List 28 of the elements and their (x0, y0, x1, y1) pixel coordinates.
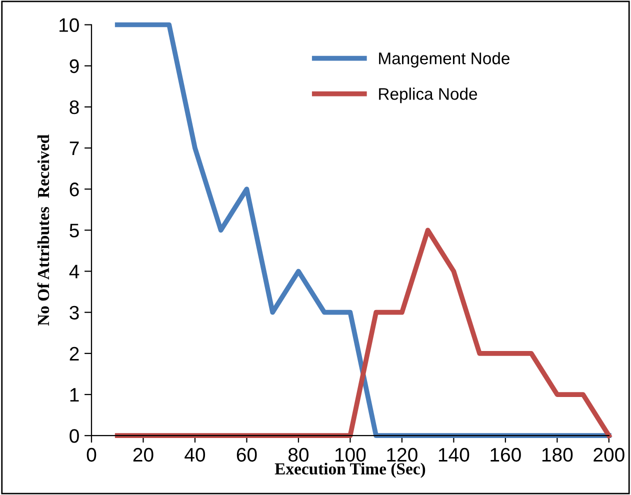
x-tick-label: 180 (542, 448, 573, 462)
x-tick-label: 200 (594, 448, 624, 462)
y-tick-label: 3 (70, 306, 79, 320)
x-tick-label: 80 (288, 448, 309, 462)
x-tick-label: 60 (236, 448, 257, 462)
x-tick-label: 120 (387, 448, 418, 462)
y-tick-label: 7 (70, 142, 79, 156)
y-tick-label: 10 (60, 18, 79, 32)
y-tick-label: 6 (70, 182, 79, 196)
legend-label: Mangement Node (379, 52, 510, 68)
line-series (114, 22, 612, 438)
line-series (114, 228, 612, 438)
x-tick-label: 100 (335, 448, 366, 462)
x-tick-label: 160 (490, 448, 521, 462)
x-tick-label: 140 (438, 448, 470, 462)
y-tick-label: 1 (70, 388, 79, 402)
y-tick-label: 2 (70, 346, 79, 360)
y-tick-label: 8 (70, 100, 79, 114)
y-tick-label: 9 (70, 59, 79, 74)
x-tick-label: 40 (184, 448, 206, 462)
legend-label: Replica Node (379, 88, 478, 104)
x-tick-label: 20 (133, 448, 154, 462)
y-axis-title: No Of Attributes Received (37, 134, 50, 326)
y-tick-label: 4 (69, 264, 80, 278)
y-tick-label: 0 (70, 429, 79, 443)
x-axis-title: Execution Time (Sec) (274, 462, 426, 478)
x-tick-label: 0 (86, 448, 96, 462)
y-tick-label: 5 (70, 224, 79, 238)
